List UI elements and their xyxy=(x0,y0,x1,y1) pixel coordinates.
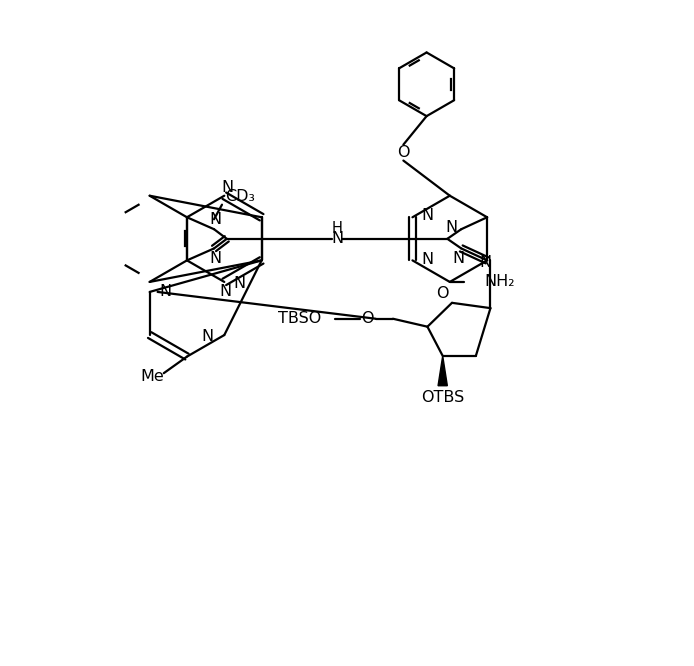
Text: N: N xyxy=(331,231,343,246)
Text: N: N xyxy=(446,220,457,235)
Text: N: N xyxy=(221,180,234,195)
Text: N: N xyxy=(210,212,221,226)
Text: Me: Me xyxy=(141,369,164,384)
Text: N: N xyxy=(234,276,246,291)
Text: N: N xyxy=(201,329,214,344)
Text: TBSO: TBSO xyxy=(278,311,321,326)
Text: H: H xyxy=(332,220,343,236)
Text: N: N xyxy=(422,252,434,266)
Polygon shape xyxy=(438,356,448,386)
Text: N: N xyxy=(479,255,491,270)
Text: NH₂: NH₂ xyxy=(484,274,515,290)
Text: O: O xyxy=(437,286,449,301)
Text: CD₃: CD₃ xyxy=(226,188,255,204)
Text: OTBS: OTBS xyxy=(421,390,464,405)
Text: O: O xyxy=(362,311,374,326)
Text: N: N xyxy=(219,284,232,299)
Text: N: N xyxy=(452,251,464,266)
Text: O: O xyxy=(397,145,409,160)
Text: N: N xyxy=(159,284,171,300)
Text: N: N xyxy=(422,208,434,223)
Text: N: N xyxy=(210,251,221,266)
